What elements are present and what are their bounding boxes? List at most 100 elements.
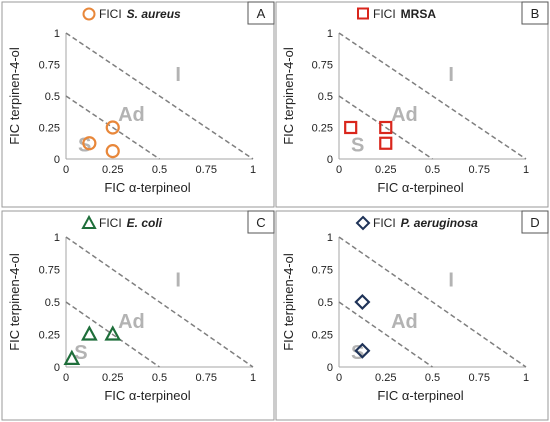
legend-prefix: FICI bbox=[99, 7, 122, 21]
x-tick-label: 0.5 bbox=[425, 164, 440, 176]
y-tick-label: 0.25 bbox=[39, 123, 60, 135]
data-point bbox=[379, 136, 393, 150]
data-point bbox=[81, 325, 98, 341]
legend-marker bbox=[81, 214, 97, 229]
region-label-ad: Ad bbox=[391, 104, 418, 126]
isobole-line bbox=[338, 32, 527, 160]
panel-a: A 0 0.25 0.5 0.75 1 0 0.25 0.5 0.75 1 FIC α-terpine… bbox=[1, 1, 275, 208]
region-label-i: I bbox=[448, 269, 454, 291]
y-tick-label: 0 bbox=[327, 154, 333, 166]
region-label-ad: Ad bbox=[118, 104, 145, 126]
x-axis-label: FIC α-terpineol bbox=[104, 180, 190, 195]
x-tick-label: 0 bbox=[336, 372, 342, 384]
x-tick-label: 0.25 bbox=[102, 164, 123, 176]
isobole-line bbox=[338, 95, 433, 160]
x-tick-label: 0.25 bbox=[375, 372, 396, 384]
y-tick-label: 0.25 bbox=[312, 330, 333, 342]
x-axis-label: FIC α-terpineol bbox=[377, 388, 463, 403]
panel-letter: A bbox=[257, 6, 266, 21]
x-axis-label: FIC α-terpineol bbox=[104, 388, 190, 403]
y-tick-label: 1 bbox=[54, 232, 60, 244]
data-point bbox=[379, 120, 393, 135]
panel-letter-box bbox=[247, 210, 275, 234]
legend-organism: MRSA bbox=[401, 7, 437, 21]
x-tick-label: 1 bbox=[523, 372, 529, 384]
legend-marker bbox=[355, 215, 371, 231]
legend-label: FICI P. aeruginosa bbox=[373, 216, 478, 230]
y-tick-label: 0.25 bbox=[312, 123, 333, 135]
panel-letter: D bbox=[530, 215, 539, 230]
isobole-line bbox=[65, 95, 160, 160]
legend-prefix: FICI bbox=[373, 7, 396, 21]
y-tick-label: 0.5 bbox=[45, 91, 60, 103]
y-tick-label: 0.75 bbox=[39, 60, 60, 72]
x-tick-label: 0.5 bbox=[152, 372, 167, 384]
y-tick-label: 1 bbox=[327, 232, 333, 244]
y-axis-label: FIC terpinen-4-ol bbox=[7, 253, 22, 351]
legend-organism: S. aureus bbox=[127, 7, 181, 21]
data-point bbox=[344, 120, 358, 135]
isobole-line bbox=[338, 236, 527, 368]
panel-b: B 0 0.25 0.5 0.75 1 0 0.25 0.5 0.75 1 FIC α-terpine… bbox=[275, 1, 549, 208]
y-axis-label: FIC terpinen-4-ol bbox=[7, 47, 22, 145]
x-tick-label: 1 bbox=[523, 164, 529, 176]
x-tick-label: 0.25 bbox=[375, 164, 396, 176]
x-tick-label: 1 bbox=[250, 164, 256, 176]
region-label-s: S bbox=[74, 342, 87, 364]
y-tick-label: 0.5 bbox=[318, 297, 333, 309]
y-tick-label: 1 bbox=[327, 28, 333, 40]
panel-letter: B bbox=[531, 6, 540, 21]
y-axis-label: FIC terpinen-4-ol bbox=[281, 47, 296, 145]
x-tick-label: 0.5 bbox=[152, 164, 167, 176]
y-tick-label: 0 bbox=[54, 362, 60, 374]
y-tick-label: 0.5 bbox=[45, 297, 60, 309]
region-label-ad: Ad bbox=[118, 311, 145, 333]
y-tick-label: 0 bbox=[54, 154, 60, 166]
panel-letter-box bbox=[247, 1, 275, 25]
legend-label: FICI MRSA bbox=[373, 7, 436, 21]
legend-prefix: FICI bbox=[99, 216, 122, 230]
x-tick-label: 0.5 bbox=[425, 372, 440, 384]
panel-d: D 0 0.25 0.5 0.75 1 0 0.25 0.5 0.75 1 FIC α-terpine… bbox=[275, 210, 549, 421]
region-label-s: S bbox=[351, 134, 364, 156]
y-axis-label: FIC terpinen-4-ol bbox=[281, 253, 296, 351]
x-tick-label: 0.25 bbox=[102, 372, 123, 384]
data-point bbox=[104, 325, 122, 341]
panel-frame bbox=[275, 210, 549, 421]
region-label-i: I bbox=[448, 64, 454, 86]
x-tick-label: 0.75 bbox=[196, 164, 217, 176]
x-tick-label: 0 bbox=[336, 164, 342, 176]
legend-label: FICI S. aureus bbox=[99, 7, 181, 21]
x-axis-label: FIC α-terpineol bbox=[377, 180, 463, 195]
x-tick-label: 1 bbox=[250, 372, 256, 384]
isobole-line bbox=[338, 301, 433, 368]
legend-marker bbox=[357, 7, 369, 20]
data-point bbox=[105, 120, 120, 135]
x-tick-label: 0 bbox=[63, 164, 69, 176]
data-point bbox=[105, 144, 120, 159]
region-label-i: I bbox=[175, 269, 181, 291]
panel-c: C 0 0.25 0.5 0.75 1 0 0.25 0.5 0.75 1 FIC α-terpine… bbox=[1, 210, 275, 421]
panel-frame bbox=[1, 1, 275, 208]
isobole-line bbox=[65, 301, 160, 368]
y-tick-label: 0.75 bbox=[39, 265, 60, 277]
y-tick-label: 0 bbox=[327, 362, 333, 374]
region-label-ad: Ad bbox=[391, 311, 418, 333]
panel-frame bbox=[1, 210, 275, 421]
panel-frame bbox=[275, 1, 549, 208]
data-point bbox=[82, 136, 97, 151]
legend-label: FICI E. coli bbox=[99, 216, 163, 230]
data-point bbox=[354, 293, 371, 311]
isobole-line bbox=[65, 32, 254, 160]
y-tick-label: 0.5 bbox=[318, 91, 333, 103]
data-point bbox=[63, 349, 81, 365]
y-tick-label: 0.25 bbox=[39, 330, 60, 342]
legend-marker bbox=[82, 7, 96, 21]
y-tick-label: 1 bbox=[54, 28, 60, 40]
panel-letter-box bbox=[521, 1, 549, 25]
legend-prefix: FICI bbox=[373, 216, 396, 230]
x-tick-label: 0.75 bbox=[196, 372, 217, 384]
legend-organism: E. coli bbox=[127, 216, 163, 230]
y-tick-label: 0.75 bbox=[312, 265, 333, 277]
